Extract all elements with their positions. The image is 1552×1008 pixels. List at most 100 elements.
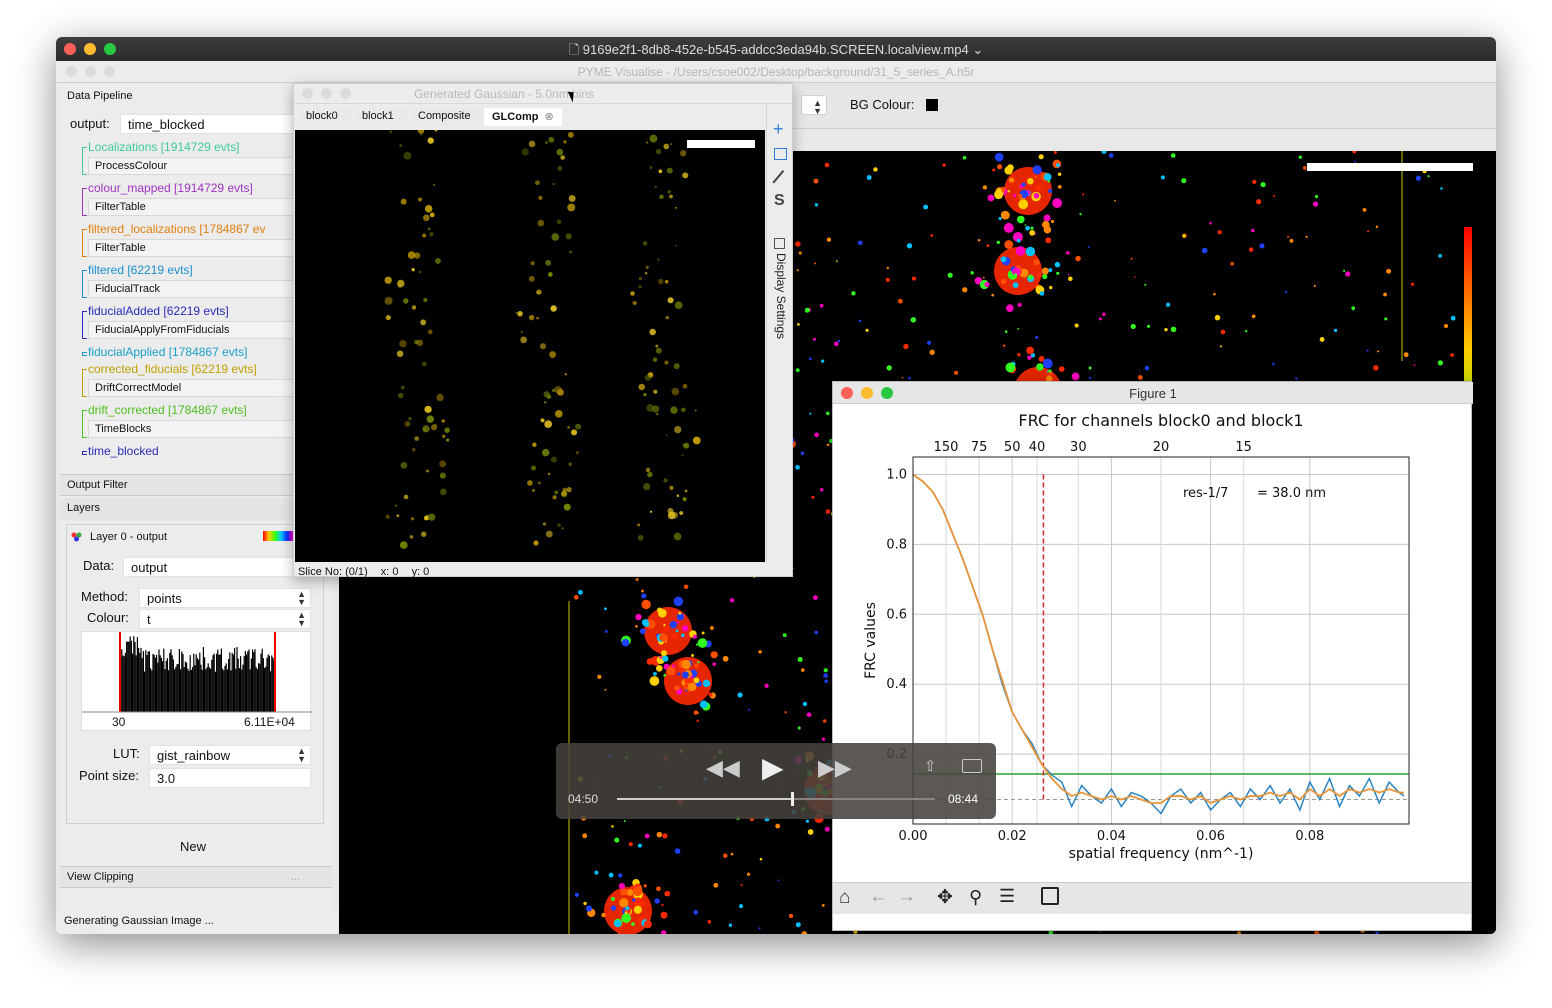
close-tab-icon[interactable]: ⊗ (544, 111, 554, 123)
pipeline-datasource[interactable]: drift_corrected [1784867 evts] (88, 403, 247, 417)
localization (1367, 230, 1370, 233)
configure-subplots-icon[interactable]: ☰ (999, 886, 1016, 906)
colour-select[interactable]: t ▲ ▼ (139, 609, 311, 629)
gauss-spot (540, 418, 545, 423)
localization (800, 451, 805, 456)
gauss-minimize-button[interactable] (321, 88, 332, 99)
localization (1053, 151, 1057, 154)
localization (641, 593, 647, 599)
tab-glcomp[interactable]: GLComp ⊗ (484, 108, 562, 126)
output-filter-panel[interactable]: Output Filter (60, 474, 332, 496)
localization (873, 167, 878, 172)
pan-icon[interactable]: ✥ (937, 887, 953, 908)
home-icon[interactable]: ⌂ (839, 887, 851, 908)
histogram[interactable]: 30 6.11E+04 (81, 631, 312, 731)
back-arrow-icon[interactable]: ← (869, 886, 888, 907)
pipeline-module[interactable]: FilterTable... (88, 198, 324, 216)
play-icon[interactable]: ▶ (762, 752, 784, 783)
pipeline-module[interactable]: FiducialApplyFromFiducials... (88, 321, 324, 339)
save-icon[interactable] (1041, 887, 1059, 905)
bg-colour-swatch[interactable] (926, 99, 938, 111)
localization (681, 625, 689, 632)
view-clipping-panel[interactable]: View Clipping ... (60, 866, 332, 888)
localization (659, 633, 668, 642)
zoom-icon[interactable]: ⚲ (969, 887, 983, 907)
crosshair-tool-icon[interactable]: + (773, 119, 784, 139)
method-select[interactable]: points ▲ ▼ (139, 588, 311, 608)
output-select[interactable]: time_blocked (120, 114, 332, 134)
data-select[interactable]: output (123, 557, 319, 577)
localization (1028, 274, 1034, 280)
hist-bar (244, 650, 246, 712)
localization (610, 896, 616, 902)
close-button[interactable] (64, 43, 76, 55)
localization (601, 912, 606, 918)
localization (809, 412, 812, 415)
rect-select-tool-icon[interactable] (774, 148, 787, 160)
pipeline-datasource[interactable]: fiducialApplied [1784867 evts] (88, 345, 248, 359)
pipeline-datasource[interactable]: time_blocked (88, 444, 159, 458)
frc-chart[interactable]: FRC for channels block0 and block1 0.00 0.… (833, 404, 1471, 882)
layers-panel-header[interactable]: Layers (60, 498, 332, 520)
gauss-close-button[interactable] (302, 88, 313, 99)
localization (618, 873, 623, 878)
lut-select[interactable]: gist_rainbow ▲ ▼ (149, 745, 311, 765)
localization (1144, 283, 1147, 286)
localization (1251, 314, 1256, 319)
pipeline-datasource[interactable]: Localizations [1914729 evts] (88, 140, 240, 154)
localization (608, 872, 614, 878)
figure-minimize-button[interactable] (861, 387, 873, 399)
app-zoom-button[interactable] (104, 66, 115, 77)
pipeline-datasource[interactable]: filtered_localizations [1784867 ev (88, 222, 266, 236)
localization (628, 842, 633, 847)
gauss-spot (395, 504, 398, 507)
localization (1048, 930, 1054, 934)
stepper-control[interactable]: ▲ ▼ (801, 95, 827, 116)
rewind-icon[interactable]: ◀◀ (706, 755, 740, 780)
tab-composite[interactable]: Composite (410, 108, 482, 126)
localization (696, 719, 699, 723)
panel-options-icon[interactable]: ... (291, 871, 301, 883)
pipeline-module[interactable]: FilterTable... (88, 239, 324, 257)
pipeline-module[interactable]: TimeBlocks... (88, 420, 324, 438)
gauss-zoom-button[interactable] (340, 88, 351, 99)
gauss-spot (399, 144, 402, 147)
gaussian-image-view[interactable] (295, 127, 765, 562)
line-tool-icon[interactable] (772, 170, 784, 184)
localization (1012, 282, 1019, 288)
hist-bar (247, 651, 249, 712)
tab-block0[interactable]: block0 (298, 108, 352, 126)
hist-bar (230, 670, 232, 712)
app-minimize-button[interactable] (85, 66, 96, 77)
pipeline-datasource[interactable]: fiducialAdded [62219 evts] (88, 304, 229, 318)
picture-in-picture-icon[interactable] (962, 759, 982, 773)
chevron-down-icon[interactable]: ⌄ (972, 42, 984, 57)
localization (824, 162, 830, 168)
freehand-tool-icon[interactable]: S (774, 192, 785, 209)
minimize-button[interactable] (84, 43, 96, 55)
zoom-button[interactable] (104, 43, 116, 55)
gauss-spot (429, 212, 435, 218)
pipeline-module[interactable]: FiducialTrack... (88, 280, 324, 298)
scrubber-knob[interactable] (790, 792, 794, 806)
new-layer-button[interactable]: New (179, 839, 206, 854)
scrubber-track[interactable] (617, 792, 935, 806)
pipeline-datasource[interactable]: colour_mapped [1914729 evts] (88, 181, 253, 195)
app-close-button[interactable] (66, 66, 77, 77)
pipeline-datasource[interactable]: corrected_fiducials [62219 evts] (88, 362, 257, 376)
pipeline-datasource[interactable]: filtered [62219 evts] (88, 263, 193, 277)
share-icon[interactable]: ⇧ (924, 758, 937, 775)
localization (1108, 153, 1114, 158)
hist-bar (201, 669, 203, 712)
pipeline-module[interactable]: DriftCorrectModel... (88, 379, 324, 397)
point-size-input[interactable]: 3.0 (149, 768, 311, 788)
localization (1260, 182, 1266, 188)
gauss-spot (682, 172, 689, 179)
forward-arrow-icon[interactable]: → (897, 886, 916, 907)
figure-close-button[interactable] (841, 387, 853, 399)
pipeline-module[interactable]: ProcessColour... (88, 157, 324, 175)
display-settings-tab[interactable]: Display Settings (769, 238, 791, 358)
tab-block1[interactable]: block1 (354, 108, 408, 126)
fast-forward-icon[interactable]: ▶▶ (818, 755, 852, 780)
figure-zoom-button[interactable] (881, 387, 893, 399)
